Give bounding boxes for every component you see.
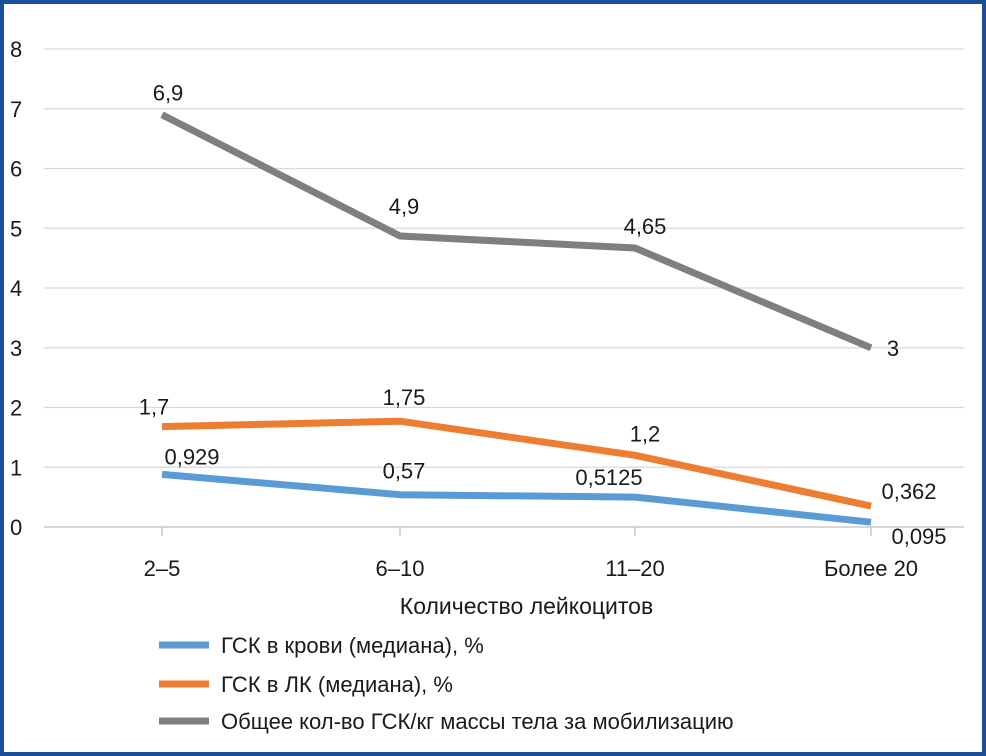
y-tick-label: 7	[10, 97, 22, 122]
line-chart: 0 1 2 3 4 5 6 7 8 2–5 6–10 11–20 Более 20 0,929 0,57…	[10, 37, 964, 734]
legend-label: ГСК в крови (медиана), %	[221, 633, 484, 658]
data-label: 6,9	[153, 81, 184, 106]
y-tick-label: 6	[10, 157, 22, 182]
x-category-label: 2–5	[144, 556, 181, 581]
y-tick-label: 3	[10, 336, 22, 361]
data-label: 0,095	[891, 524, 946, 549]
data-label: 0,362	[881, 479, 936, 504]
gridlines	[44, 48, 964, 468]
data-label: 1,75	[383, 385, 426, 410]
x-category-label: 11–20	[605, 556, 665, 581]
x-axis	[44, 526, 964, 536]
y-tick-label: 0	[10, 515, 22, 540]
y-tick-label: 8	[10, 37, 22, 62]
x-axis-title: Количество лейкоцитов	[400, 593, 653, 619]
data-label: 0,57	[383, 459, 426, 484]
y-tick-label: 1	[10, 455, 22, 480]
data-label: 4,65	[624, 214, 667, 239]
x-category-label: Более 20	[824, 556, 918, 581]
series-line	[160, 111, 873, 352]
data-label: 1,2	[630, 421, 661, 446]
data-label: 3	[887, 336, 899, 361]
y-axis: 0 1 2 3 4 5 6 7 8	[10, 37, 22, 540]
legend-label: Общее кол-во ГСК/кг массы тела за мобили…	[221, 709, 734, 734]
data-label: 0,5125	[575, 465, 642, 490]
legend: ГСК в крови (медиана), % ГСК в ЛК (медиан…	[159, 633, 734, 734]
y-tick-label: 2	[10, 396, 22, 421]
series-line	[161, 470, 872, 526]
data-label: 4,9	[389, 194, 420, 219]
x-category-label: 6–10	[376, 556, 425, 581]
legend-label: ГСК в ЛК (медиана), %	[221, 672, 453, 697]
data-label: 1,7	[139, 395, 170, 420]
series-line	[161, 417, 872, 510]
data-label: 0,929	[164, 444, 219, 469]
y-tick-label: 5	[10, 216, 22, 241]
y-tick-label: 4	[10, 276, 22, 301]
x-axis-categories: 2–5 6–10 11–20 Более 20	[144, 556, 918, 581]
data-labels: 0,929 0,57 0,5125 0,095 1,7 1,75 1,2 0,362 6,9 4,…	[139, 81, 947, 549]
series-lines	[160, 111, 873, 526]
